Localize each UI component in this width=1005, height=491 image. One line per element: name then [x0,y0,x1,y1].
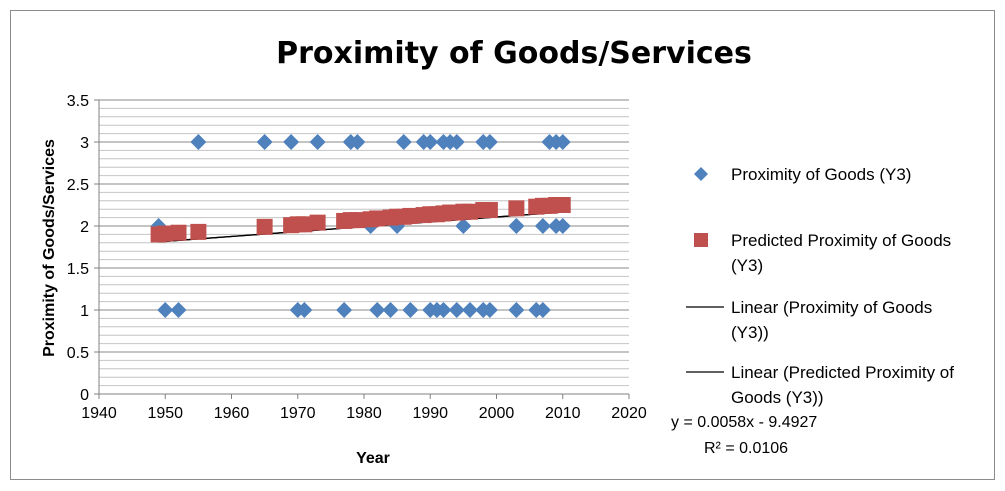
legend-marker-square [694,233,708,247]
x-tick-label: 1950 [147,405,183,422]
legend-marker-diamond [694,167,708,181]
y-tick-label: 1 [80,303,89,320]
data-point-diamond [435,302,452,318]
legend-item: Predicted Proximity of Goods (Y3) [694,231,951,275]
data-point-diamond [508,302,525,318]
chart-frame: Proximity of Goods/Services 1940 1950 1960… [10,10,995,480]
x-tick-label: 1940 [81,405,117,422]
legend-label: Linear (Predicted Proximity of [731,363,954,382]
data-point-diamond [402,302,419,318]
y-tick-label: 0.5 [67,345,89,362]
legend-label: Proximity of Goods (Y3) [731,165,911,184]
data-point-diamond [157,302,174,318]
predicted-series [150,197,571,243]
y-tick-label: 3 [80,135,89,152]
chart-svg: Proximity of Goods/Services 1940 1950 1960… [41,36,954,467]
axes [94,99,630,399]
data-point-square [462,203,478,220]
data-point-diamond [448,134,465,150]
data-point-square [349,212,366,229]
data-point-diamond [309,134,326,150]
legend-item: Linear (Predicted Proximity of Goods (Y3)… [686,363,954,407]
data-point-diamond [508,218,525,234]
data-point-diamond [481,302,498,318]
data-point-square [296,216,313,233]
legend-label: Predicted Proximity of Goods [731,231,951,250]
data-point-diamond [336,302,353,318]
data-point-diamond [462,302,478,318]
data-point-diamond [382,302,399,318]
legend-label: Linear (Proximity of Goods [731,298,932,317]
x-tick-label: 1970 [280,405,316,422]
legend-item: Linear (Proximity of Goods (Y3)) [686,298,932,342]
r-squared-label: R² = 0.0106 [704,440,788,457]
x-tick-label: 2010 [545,405,581,422]
y-tick-label: 2 [80,219,89,236]
legend-label: (Y3)) [731,323,769,342]
data-point-square [190,223,207,240]
data-point-diamond [283,134,300,150]
data-point-square [402,207,419,224]
legend-item: Proximity of Goods (Y3) [694,165,911,184]
observed-series [150,134,571,318]
data-point-diamond [256,134,273,150]
data-point-square [157,225,174,242]
tick-labels: 1940 1950 1960 1970 1980 1990 2000 2010 2020 0 0.5… [67,93,647,422]
data-series [150,134,571,318]
x-tick-label: 1980 [346,405,382,422]
data-point-square [170,224,187,241]
data-point-diamond [534,218,551,234]
y-tick-label: 3.5 [67,93,89,110]
data-point-diamond [296,302,313,318]
y-tick-label: 0 [80,387,89,404]
data-point-diamond [349,134,366,150]
y-tick-label: 2.5 [67,177,89,194]
data-point-diamond [534,302,551,318]
x-axis-title: Year [356,450,390,467]
data-point-square [369,210,386,227]
data-point-diamond [554,218,571,234]
x-tick-label: 1990 [412,405,448,422]
y-tick-label: 1.5 [67,261,89,278]
data-point-diamond [395,134,412,150]
data-point-diamond [369,302,386,318]
data-point-square [508,200,525,217]
data-point-diamond [190,134,207,150]
data-point-square [309,214,326,231]
x-tick-label: 1960 [214,405,250,422]
trendline-equation: y = 0.0058x - 9.4927 [671,414,817,431]
x-tick-label: 2020 [611,405,647,422]
legend-label: (Y3) [731,256,763,275]
data-point-diamond [554,134,571,150]
y-axis-title: Proximity of Goods/Services [41,139,58,357]
data-point-diamond [170,302,187,318]
data-point-diamond [455,218,472,234]
data-point-diamond [481,134,498,150]
data-point-diamond [448,302,465,318]
data-point-diamond [422,134,439,150]
data-point-square [481,202,498,219]
chart-title: Proximity of Goods/Services [276,36,752,71]
x-tick-label: 2000 [479,405,515,422]
data-point-square [256,218,273,235]
legend-label: Goods (Y3)) [731,388,824,407]
legend: Proximity of Goods (Y3) Predicted Proximi… [686,165,954,407]
data-point-square [554,197,571,213]
